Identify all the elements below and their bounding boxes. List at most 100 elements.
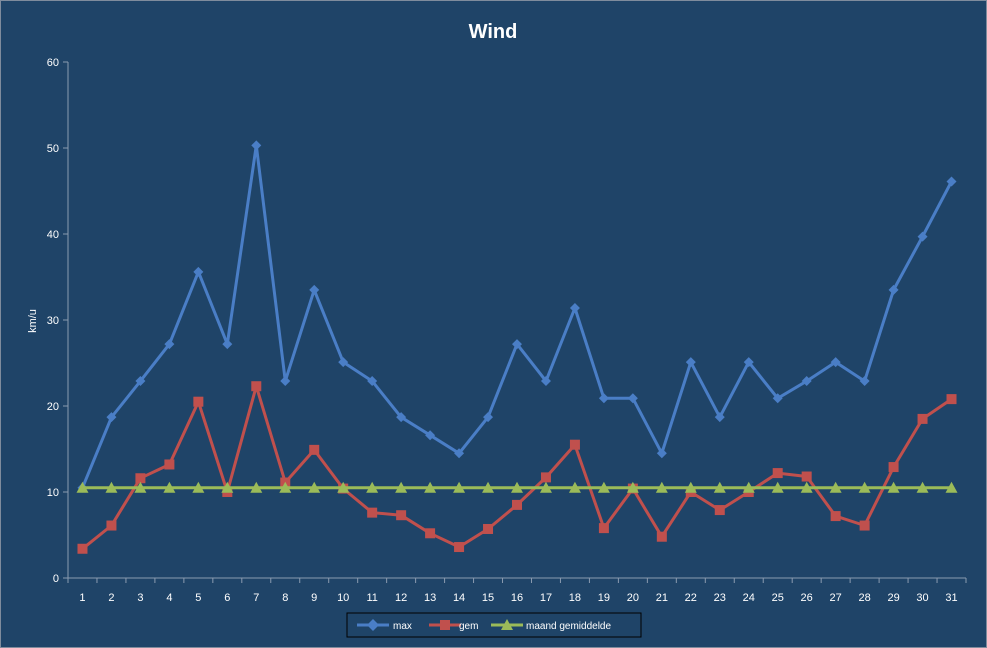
x-tick-label: 9: [311, 592, 317, 604]
data-point-max: [483, 412, 494, 423]
data-point-maand-gemiddelde: [366, 481, 379, 493]
data-point-maand-gemiddelde: [482, 481, 495, 493]
x-tick-label: 6: [224, 592, 230, 604]
data-point-maand-gemiddelde: [829, 481, 842, 493]
data-point-gem: [454, 542, 465, 553]
data-point-maand-gemiddelde: [945, 481, 958, 493]
data-point-gem: [106, 520, 117, 531]
data-point-gem: [917, 413, 928, 424]
data-point-maand-gemiddelde: [511, 481, 523, 493]
x-tick-label: 17: [540, 592, 552, 604]
data-point-gem: [656, 531, 667, 542]
data-point-max: [367, 376, 378, 387]
x-tick-label: 14: [453, 592, 465, 604]
data-point-max: [512, 339, 522, 350]
data-point-gem: [425, 528, 436, 539]
data-point-gem: [540, 472, 551, 483]
x-tick-label: 1: [79, 592, 85, 604]
data-point-maand-gemiddelde: [395, 481, 408, 493]
x-tick-label: 15: [482, 592, 494, 604]
data-point-maand-gemiddelde: [800, 481, 813, 493]
data-point-max: [164, 339, 175, 350]
x-tick-label: 3: [137, 592, 143, 604]
y-tick-label: 50: [47, 143, 59, 155]
y-tick-label: 0: [53, 573, 59, 585]
legend-marker-max: [367, 619, 379, 631]
data-point-max: [627, 393, 638, 404]
data-point-maand-gemiddelde: [742, 481, 755, 493]
x-axis-ticks: 1 2 3 4 5 6 7 8 9 10 11 12 13 14 15 16 17 18 19 20 21 22 23 24 2…: [67, 578, 967, 604]
x-tick-label: 27: [830, 592, 842, 604]
data-point-maand-gemiddelde: [105, 481, 118, 493]
data-point-max: [859, 376, 870, 387]
data-point-max: [222, 339, 233, 350]
data-point-max: [338, 357, 349, 368]
x-tick-label: 26: [801, 592, 813, 604]
data-point-gem: [396, 510, 407, 521]
legend-item-max: max: [357, 619, 412, 632]
x-tick-label: 13: [424, 592, 436, 604]
data-point-max: [685, 357, 696, 368]
data-point-gem: [714, 505, 725, 516]
x-tick-label: 8: [282, 592, 288, 604]
data-point-maand-gemiddelde: [771, 481, 784, 493]
data-point-maand-gemiddelde: [684, 481, 697, 493]
data-point-gem: [77, 543, 88, 554]
data-point-max: [772, 393, 783, 404]
data-point-max: [280, 376, 291, 387]
y-tick-label: 10: [47, 487, 59, 499]
y-axis-ticks: 0 10 20 30 40 50 60: [47, 57, 68, 585]
data-point-max: [540, 376, 551, 387]
series-max: [77, 140, 957, 493]
data-point-maand-gemiddelde: [916, 481, 929, 493]
data-point-maand-gemiddelde: [163, 481, 176, 493]
data-point-gem: [367, 507, 378, 518]
data-point-maand-gemiddelde: [76, 481, 89, 493]
x-tick-label: 28: [858, 592, 870, 604]
data-point-maand-gemiddelde: [192, 481, 205, 493]
data-point-gem: [251, 381, 262, 392]
legend-label-maand-gemiddelde: maand gemiddelde: [526, 621, 611, 632]
x-tick-label: 10: [337, 592, 349, 604]
data-point-max: [309, 284, 320, 295]
x-tick-label: 16: [511, 592, 523, 604]
data-point-maand-gemiddelde: [250, 481, 263, 493]
data-point-max: [569, 302, 580, 313]
data-point-maand-gemiddelde: [887, 481, 900, 493]
data-point-max: [135, 376, 146, 387]
legend-item-maand-gemiddelde: maand gemiddelde: [491, 619, 611, 632]
data-point-maand-gemiddelde: [337, 481, 350, 493]
legend-label-gem: gem: [459, 621, 478, 632]
legend: max gem maand gemiddelde: [346, 612, 642, 638]
series-layer: [76, 140, 958, 554]
x-tick-label: 2: [108, 592, 114, 604]
data-point-max: [106, 412, 117, 423]
data-point-maand-gemiddelde: [424, 481, 437, 493]
data-point-max: [396, 412, 407, 423]
data-point-max: [917, 231, 928, 242]
data-point-maand-gemiddelde: [568, 481, 581, 493]
data-point-maand-gemiddelde: [308, 481, 321, 493]
y-tick-label: 40: [47, 229, 59, 241]
legend-item-gem: gem: [429, 620, 478, 632]
data-point-maand-gemiddelde: [221, 481, 234, 493]
y-tick-label: 20: [47, 401, 59, 413]
x-tick-label: 24: [743, 592, 755, 604]
data-point-max: [454, 448, 465, 459]
data-point-maand-gemiddelde: [858, 481, 871, 493]
legend-box: [346, 612, 642, 638]
data-point-maand-gemiddelde: [539, 481, 552, 493]
x-tick-label: 20: [627, 592, 639, 604]
data-point-max: [888, 284, 899, 295]
x-tick-label: 4: [166, 592, 172, 604]
data-point-max: [743, 357, 754, 368]
chart-title: Wind: [469, 21, 518, 43]
y-tick-label: 30: [47, 315, 59, 327]
data-point-gem: [946, 394, 957, 405]
data-point-gem: [859, 520, 870, 531]
data-point-gem: [569, 439, 580, 450]
data-point-max: [714, 412, 725, 423]
data-point-max: [830, 357, 841, 368]
